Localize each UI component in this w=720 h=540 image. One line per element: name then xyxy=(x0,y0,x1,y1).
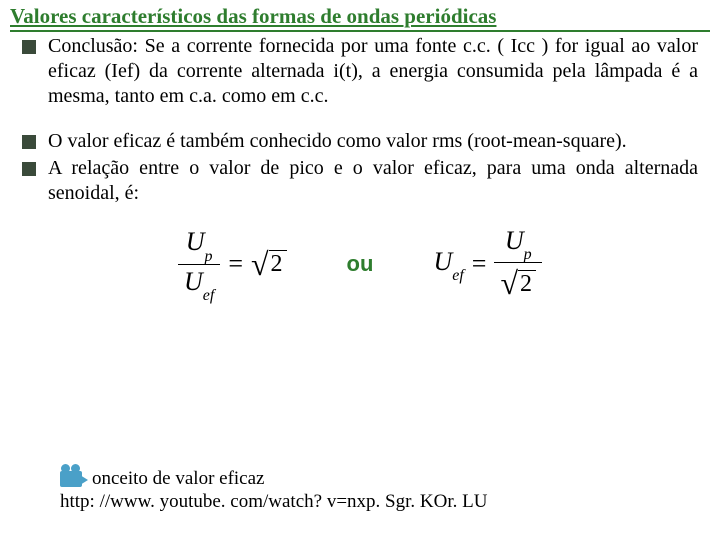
bullet-item: O valor eficaz é também conhecido como v… xyxy=(22,129,698,154)
bullet-text: A relação entre o valor de pico e o valo… xyxy=(48,156,698,206)
equation-or-label: ou xyxy=(347,251,374,277)
content-area: Conclusão: Se a corrente fornecida por u… xyxy=(0,32,720,302)
square-bullet-icon xyxy=(22,162,36,176)
square-bullet-icon xyxy=(22,135,36,149)
equation-left: Up Uef = √2 xyxy=(178,227,287,300)
equation-right: Uef = Up √2 xyxy=(433,226,542,302)
video-url[interactable]: http: //www. youtube. com/watch? v=nxp. … xyxy=(60,490,487,514)
video-reference: onceito de valor eficaz http: //www. you… xyxy=(60,467,487,515)
equation-row: Up Uef = √2 ou Uef = Up √2 xyxy=(22,226,698,302)
square-bullet-icon xyxy=(22,40,36,54)
bullet-text: Conclusão: Se a corrente fornecida por u… xyxy=(48,34,698,109)
bullet-text: O valor eficaz é também conhecido como v… xyxy=(48,129,698,154)
video-label: onceito de valor eficaz xyxy=(92,467,264,491)
bullet-item: Conclusão: Se a corrente fornecida por u… xyxy=(22,34,698,109)
bullet-item: A relação entre o valor de pico e o valo… xyxy=(22,156,698,206)
page-title: Valores característicos das formas de on… xyxy=(10,4,496,28)
video-camera-icon xyxy=(60,467,86,489)
